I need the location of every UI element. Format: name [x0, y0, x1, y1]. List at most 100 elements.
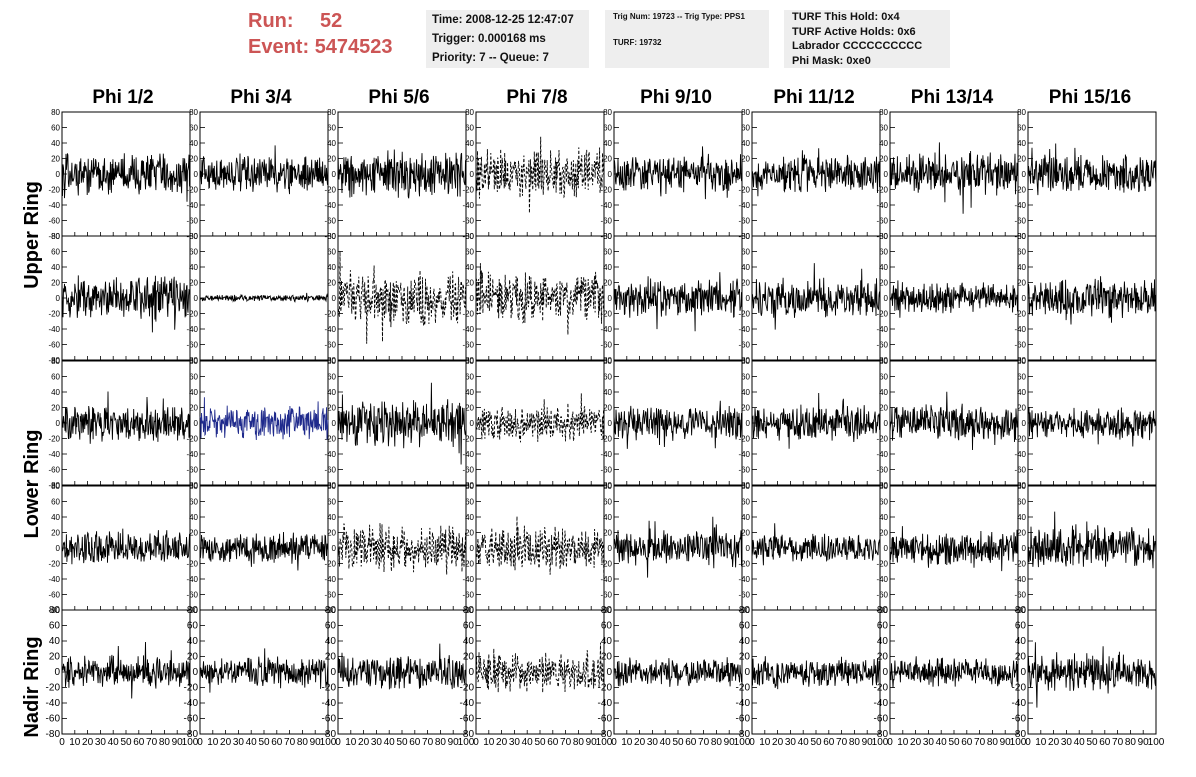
y-tick-label: -40	[462, 201, 474, 210]
y-tick-label: 40	[51, 388, 60, 397]
y-tick-label: -80	[186, 606, 198, 615]
y-tick-label: -40	[1014, 325, 1026, 334]
y-tick-label: 0	[332, 419, 337, 428]
x-tick-label: 30	[923, 737, 935, 748]
y-tick-label: -40	[1014, 575, 1026, 584]
x-tick-label: 30	[233, 737, 245, 748]
y-tick-label: 0	[192, 667, 198, 678]
y-tick-label: 40	[601, 636, 613, 647]
x-tick-label: 20	[772, 737, 784, 748]
y-tick-label: -60	[1014, 217, 1026, 226]
y-tick-label: 0	[1022, 544, 1027, 553]
x-tick-label: 10	[759, 737, 771, 748]
y-tick-label: 0	[746, 294, 751, 303]
y-tick-label: 0	[332, 294, 337, 303]
y-tick-label: -20	[876, 310, 888, 319]
x-tick-label: 60	[961, 737, 973, 748]
y-tick-label: -80	[186, 356, 198, 365]
y-tick-label: 60	[327, 248, 336, 257]
y-tick-label: 0	[194, 294, 199, 303]
x-tick-label: 50	[258, 737, 270, 748]
x-tick-label: 100	[1148, 737, 1165, 748]
y-tick-label: 80	[51, 232, 60, 241]
y-tick-label: 20	[327, 155, 336, 164]
y-tick-label: -60	[738, 217, 750, 226]
y-tick-label: 40	[879, 139, 888, 148]
y-tick-label: -20	[876, 560, 888, 569]
x-tick-label: 70	[836, 737, 848, 748]
y-tick-label: 20	[603, 279, 612, 288]
waveform-trace	[199, 292, 329, 303]
column-header-phi-9-10: Phi 9/10	[640, 87, 712, 108]
y-tick-label: -60	[874, 714, 889, 725]
y-tick-label: 80	[187, 605, 199, 616]
y-tick-label: 80	[741, 482, 750, 491]
x-tick-label: 40	[522, 737, 534, 748]
y-tick-label: 40	[741, 139, 750, 148]
priority-text: Priority: 7 -- Queue: 7	[432, 52, 549, 64]
waveform-trace	[199, 531, 329, 571]
waveform-trace	[475, 393, 605, 443]
y-tick-label: 40	[603, 139, 612, 148]
x-tick-label: 10	[621, 737, 633, 748]
y-tick-label: 20	[1015, 652, 1027, 663]
y-tick-label: 80	[877, 605, 889, 616]
y-tick-label: 0	[882, 667, 888, 678]
y-tick-label: 60	[1017, 373, 1026, 382]
x-tick-label: 90	[862, 737, 874, 748]
y-tick-label: -60	[1014, 341, 1026, 350]
y-tick-label: 0	[56, 170, 61, 179]
y-tick-label: -80	[462, 356, 474, 365]
y-tick-label: -40	[48, 450, 60, 459]
x-tick-label: 30	[509, 737, 521, 748]
y-tick-label: 20	[51, 155, 60, 164]
y-tick-label: -80	[738, 232, 750, 241]
phi-mask-text: Phi Mask: 0xe0	[792, 54, 871, 67]
y-tick-label: 20	[189, 529, 198, 538]
y-tick-label: 80	[189, 482, 198, 491]
y-tick-label: 0	[470, 294, 475, 303]
column-header-phi-1-2: Phi 1/2	[92, 87, 154, 108]
y-tick-label: 40	[189, 139, 198, 148]
x-tick-label: 90	[448, 737, 460, 748]
y-tick-label: 60	[51, 124, 60, 133]
waveform-trace	[61, 391, 191, 444]
y-tick-label: 60	[1015, 621, 1027, 632]
waveform-trace	[199, 648, 329, 693]
y-tick-label: 40	[1015, 636, 1027, 647]
x-tick-label: 60	[685, 737, 697, 748]
x-tick-label: 20	[220, 737, 232, 748]
y-tick-label: 40	[741, 513, 750, 522]
y-tick-label: 60	[189, 373, 198, 382]
y-tick-label: 60	[603, 373, 612, 382]
y-tick-label: 80	[741, 357, 750, 366]
x-tick-label: 20	[1048, 737, 1060, 748]
y-tick-label: -80	[1012, 729, 1027, 740]
y-tick-label: -80	[48, 606, 60, 615]
y-tick-label: 20	[51, 529, 60, 538]
y-tick-label: 20	[465, 279, 474, 288]
y-tick-label: -60	[460, 714, 475, 725]
waveform-trace	[199, 397, 329, 441]
y-tick-label: 40	[189, 263, 198, 272]
y-tick-label: 80	[51, 357, 60, 366]
event-label: Event:	[248, 36, 310, 58]
y-tick-label: -20	[1014, 310, 1026, 319]
waveform-trace	[337, 523, 467, 575]
y-tick-label: -40	[186, 325, 198, 334]
y-tick-label: -60	[876, 591, 888, 600]
x-tick-label: 40	[108, 737, 120, 748]
waveform-trace	[889, 526, 1019, 572]
x-tick-label: 30	[371, 737, 383, 748]
y-tick-label: -80	[46, 729, 61, 740]
y-tick-label: -20	[600, 186, 612, 195]
y-tick-label: 60	[189, 498, 198, 507]
y-tick-label: -20	[324, 560, 336, 569]
y-tick-label: -40	[462, 575, 474, 584]
x-tick-label: 20	[634, 737, 646, 748]
y-tick-label: 0	[746, 544, 751, 553]
y-tick-label: 80	[51, 482, 60, 491]
y-tick-label: 60	[879, 498, 888, 507]
y-tick-label: -20	[186, 310, 198, 319]
y-tick-label: -20	[324, 435, 336, 444]
